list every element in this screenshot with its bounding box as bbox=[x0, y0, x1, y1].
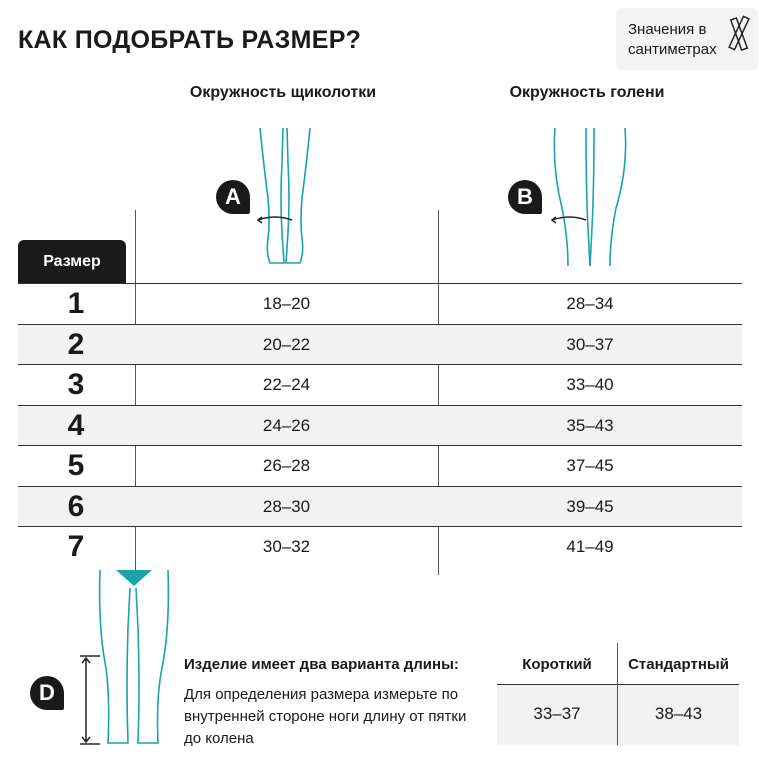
size-number: 1 bbox=[67, 287, 85, 320]
ankle-range: 18–20 bbox=[262, 294, 311, 313]
full-legs-illustration bbox=[80, 569, 170, 745]
length-table-body bbox=[497, 684, 739, 745]
ankle-range: 20–22 bbox=[262, 334, 311, 354]
column-a-label: Окружность щиколотки bbox=[189, 84, 377, 101]
table-row: 6 28–30 39–45 bbox=[18, 485, 742, 527]
calf-range: 39–45 bbox=[566, 496, 614, 516]
calf-range: 30–37 bbox=[566, 334, 614, 354]
table-row: 5 26–28 37–45 bbox=[18, 445, 742, 486]
ankle-range: 26–28 bbox=[262, 456, 311, 475]
badge-b: B bbox=[508, 180, 542, 214]
short-length-label: Короткий bbox=[522, 656, 592, 673]
units-note: Значения в сантиметрах bbox=[616, 8, 758, 70]
length-heading: Изделие имеет два варианта длины: bbox=[184, 656, 459, 673]
units-text: Значения в сантиметрах bbox=[628, 21, 717, 58]
calf-range: 41–49 bbox=[566, 537, 614, 556]
size-column-header: Размер bbox=[18, 240, 126, 283]
size-number: 3 bbox=[67, 368, 85, 401]
ankle-legs-illustration bbox=[256, 128, 311, 264]
short-length-value: 33–37 bbox=[533, 704, 581, 723]
ankle-range: 30–32 bbox=[262, 537, 311, 556]
table-row: 3 22–24 33–40 bbox=[18, 364, 742, 405]
size-number: 6 bbox=[67, 489, 85, 523]
size-number: 4 bbox=[67, 408, 85, 442]
standard-length-label: Стандартный bbox=[628, 656, 729, 673]
page-title: КАК ПОДОБРАТЬ РАЗМЕР? bbox=[18, 26, 362, 54]
length-divider bbox=[617, 643, 618, 745]
table-row: 4 24–26 35–43 bbox=[18, 404, 742, 446]
table-row: 2 20–22 30–37 bbox=[18, 323, 742, 365]
calf-legs-illustration bbox=[550, 128, 627, 267]
standard-length-value: 38–43 bbox=[654, 704, 703, 723]
badge-a: A bbox=[216, 180, 250, 214]
length-description: Для определения размера измерьте по внут… bbox=[184, 686, 467, 747]
size-number: 5 bbox=[67, 449, 85, 482]
column-divider bbox=[135, 210, 136, 575]
table-row: 1 18–20 28–34 bbox=[18, 283, 742, 324]
calf-range: 28–34 bbox=[566, 294, 614, 313]
column-b-label: Окружность голени bbox=[509, 84, 665, 101]
column-divider bbox=[438, 210, 439, 575]
calf-range: 35–43 bbox=[566, 415, 614, 435]
badge-d: D bbox=[30, 676, 64, 710]
ankle-range: 22–24 bbox=[262, 375, 311, 394]
size-number: 7 bbox=[67, 530, 85, 563]
table-row: 7 30–32 41–49 bbox=[18, 526, 742, 567]
ankle-range: 24–26 bbox=[262, 415, 311, 435]
ankle-range: 28–30 bbox=[262, 496, 311, 516]
ruler-icon bbox=[728, 15, 750, 52]
size-number: 2 bbox=[67, 327, 85, 361]
calf-range: 33–40 bbox=[566, 375, 614, 394]
calf-range: 37–45 bbox=[566, 456, 614, 475]
